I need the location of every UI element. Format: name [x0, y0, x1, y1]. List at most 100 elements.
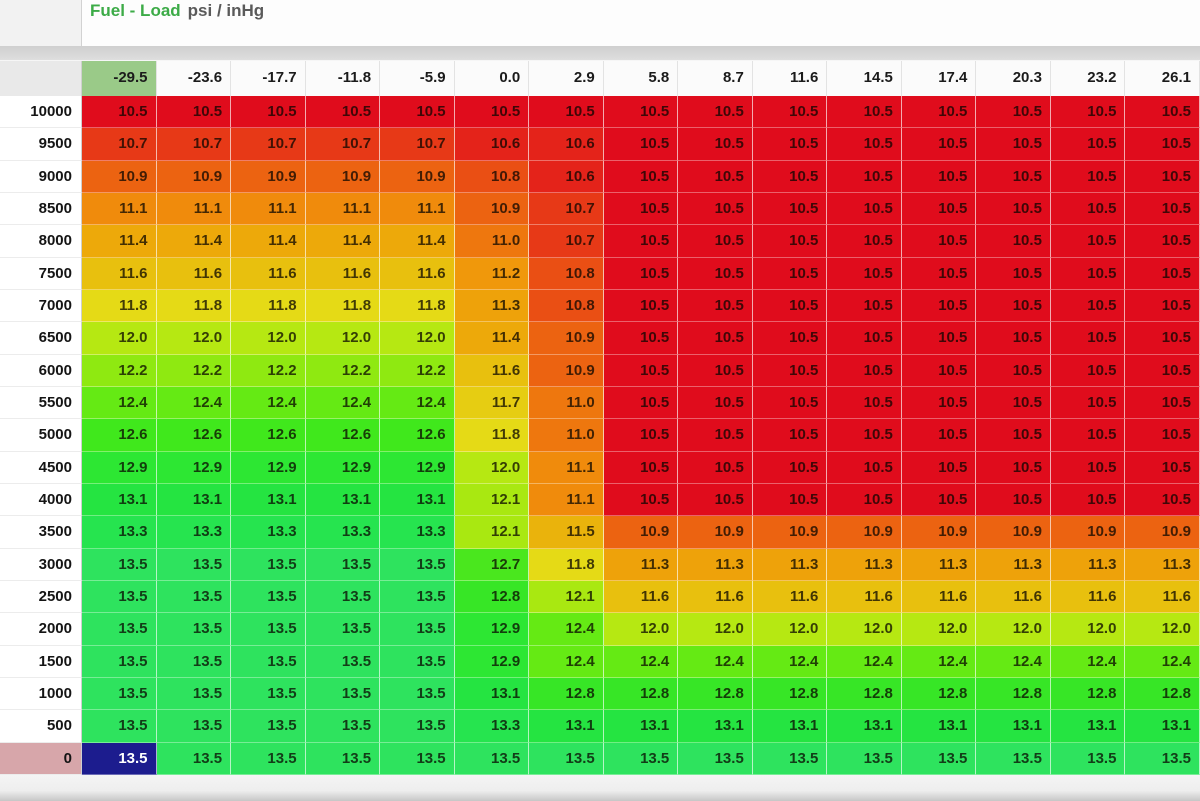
table-cell[interactable]: 11.1 — [380, 192, 455, 226]
table-cell[interactable]: 11.6 — [976, 580, 1051, 614]
table-cell[interactable]: 10.5 — [752, 451, 828, 484]
table-cell[interactable]: 11.6 — [678, 580, 753, 614]
table-cell[interactable]: 12.6 — [380, 419, 455, 452]
table-cell[interactable]: 12.8 — [752, 677, 828, 711]
table-cell[interactable]: 12.4 — [976, 645, 1051, 678]
table-cell[interactable]: 10.5 — [827, 225, 902, 258]
table-cell[interactable]: 10.5 — [827, 483, 902, 517]
table-cell[interactable]: 12.8 — [529, 677, 604, 711]
table-cell[interactable]: 11.3 — [752, 548, 828, 581]
table-cell[interactable]: 10.7 — [529, 192, 604, 226]
table-cell[interactable]: 10.5 — [976, 128, 1051, 161]
table-cell[interactable]: 10.9 — [529, 354, 604, 387]
table-cell[interactable]: 11.3 — [901, 548, 977, 581]
table-cell[interactable]: 13.5 — [380, 710, 455, 743]
table-cell[interactable]: 13.5 — [82, 580, 157, 614]
table-cell[interactable]: 10.5 — [305, 96, 381, 129]
table-cell[interactable]: 13.5 — [156, 677, 232, 711]
table-cell[interactable]: 12.9 — [156, 451, 232, 484]
table-cell[interactable]: 10.5 — [1125, 257, 1200, 290]
table-cell[interactable]: 13.5 — [82, 548, 157, 581]
table-cell[interactable]: 10.9 — [1125, 516, 1200, 549]
table-cell[interactable]: 10.5 — [827, 451, 902, 484]
table-cell[interactable]: 12.2 — [380, 354, 455, 387]
table-cell[interactable]: 10.5 — [752, 483, 828, 517]
table-cell[interactable]: 13.5 — [82, 613, 157, 646]
col-header[interactable]: 26.1 — [1125, 61, 1200, 96]
table-cell[interactable]: 10.5 — [678, 160, 753, 193]
table-cell[interactable]: 13.5 — [380, 645, 455, 678]
table-cell[interactable]: 11.8 — [454, 419, 530, 452]
table-cell[interactable]: 13.5 — [156, 742, 232, 775]
table-cell[interactable]: 10.5 — [976, 354, 1051, 387]
table-cell[interactable]: 12.4 — [380, 386, 455, 420]
table-cell[interactable]: 13.1 — [901, 710, 977, 743]
table-cell[interactable]: 10.5 — [901, 160, 977, 193]
table-cell[interactable]: 13.1 — [529, 710, 604, 743]
table-cell[interactable]: 11.4 — [156, 225, 232, 258]
table-cell[interactable]: 13.5 — [82, 710, 157, 743]
table-cell[interactable]: 11.6 — [752, 580, 828, 614]
table-cell[interactable]: 10.5 — [976, 483, 1051, 517]
table-cell[interactable]: 10.9 — [305, 160, 381, 193]
table-cell[interactable]: 13.5 — [380, 580, 455, 614]
col-header[interactable]: 5.8 — [603, 61, 679, 96]
table-cell[interactable]: 13.5 — [231, 677, 306, 711]
table-cell[interactable]: 10.5 — [1050, 225, 1126, 258]
table-cell[interactable]: 10.5 — [752, 192, 828, 226]
table-cell[interactable]: 13.5 — [380, 613, 455, 646]
table-cell[interactable]: 10.8 — [529, 289, 604, 323]
table-cell[interactable]: 11.1 — [305, 192, 381, 226]
table-cell[interactable]: 10.5 — [752, 225, 828, 258]
row-header[interactable]: 8000 — [0, 225, 82, 258]
table-cell[interactable]: 10.5 — [901, 257, 977, 290]
table-cell[interactable]: 10.5 — [827, 257, 902, 290]
table-cell[interactable]: 13.5 — [305, 677, 381, 711]
table-cell[interactable]: 10.5 — [678, 451, 753, 484]
table-cell[interactable]: 13.5 — [752, 742, 828, 775]
table-cell[interactable]: 13.5 — [156, 580, 232, 614]
row-header[interactable]: 6500 — [0, 322, 82, 355]
table-cell[interactable]: 12.6 — [82, 419, 157, 452]
table-cell[interactable]: 10.5 — [1125, 289, 1200, 323]
table-cell[interactable]: 10.5 — [678, 128, 753, 161]
table-cell[interactable]: 13.5 — [1125, 742, 1200, 775]
table-cell[interactable]: 13.1 — [1050, 710, 1126, 743]
table-cell[interactable]: 11.1 — [231, 192, 306, 226]
table-cell[interactable]: 11.1 — [82, 192, 157, 226]
table-cell[interactable]: 12.1 — [454, 483, 530, 517]
table-cell[interactable]: 13.5 — [305, 645, 381, 678]
table-cell[interactable]: 13.1 — [380, 483, 455, 517]
table-cell[interactable]: 11.0 — [529, 386, 604, 420]
table-cell[interactable]: 10.5 — [1125, 483, 1200, 517]
table-cell[interactable]: 10.9 — [529, 322, 604, 355]
table-cell[interactable]: 12.6 — [305, 419, 381, 452]
table-cell[interactable]: 11.6 — [305, 257, 381, 290]
table-cell[interactable]: 11.8 — [305, 289, 381, 323]
table-cell[interactable]: 12.4 — [901, 645, 977, 678]
table-cell[interactable]: 13.1 — [454, 677, 530, 711]
table-cell[interactable]: 13.1 — [305, 483, 381, 517]
table-cell[interactable]: 10.9 — [454, 192, 530, 226]
table-cell[interactable]: 10.9 — [901, 516, 977, 549]
table-cell[interactable]: 10.5 — [976, 419, 1051, 452]
row-header[interactable]: 4500 — [0, 451, 82, 484]
table-cell[interactable]: 12.1 — [529, 580, 604, 614]
col-header[interactable]: 14.5 — [827, 61, 902, 96]
col-header[interactable]: 11.6 — [752, 61, 828, 96]
col-header[interactable]: 2.9 — [529, 61, 604, 96]
table-cell[interactable]: 10.5 — [752, 289, 828, 323]
table-cell[interactable]: 13.5 — [603, 742, 679, 775]
table-cell[interactable]: 11.3 — [603, 548, 679, 581]
table-cell[interactable]: 11.6 — [380, 257, 455, 290]
table-cell[interactable]: 13.5 — [305, 710, 381, 743]
row-header[interactable]: 7500 — [0, 257, 82, 290]
table-cell[interactable]: 13.5 — [231, 548, 306, 581]
table-cell[interactable]: 12.7 — [454, 548, 530, 581]
table-cell[interactable]: 10.5 — [901, 386, 977, 420]
table-cell[interactable]: 10.5 — [603, 257, 679, 290]
table-cell[interactable]: 10.5 — [901, 225, 977, 258]
table-cell[interactable]: 10.5 — [976, 160, 1051, 193]
table-cell[interactable]: 10.9 — [976, 516, 1051, 549]
table-cell[interactable]: 10.5 — [827, 160, 902, 193]
